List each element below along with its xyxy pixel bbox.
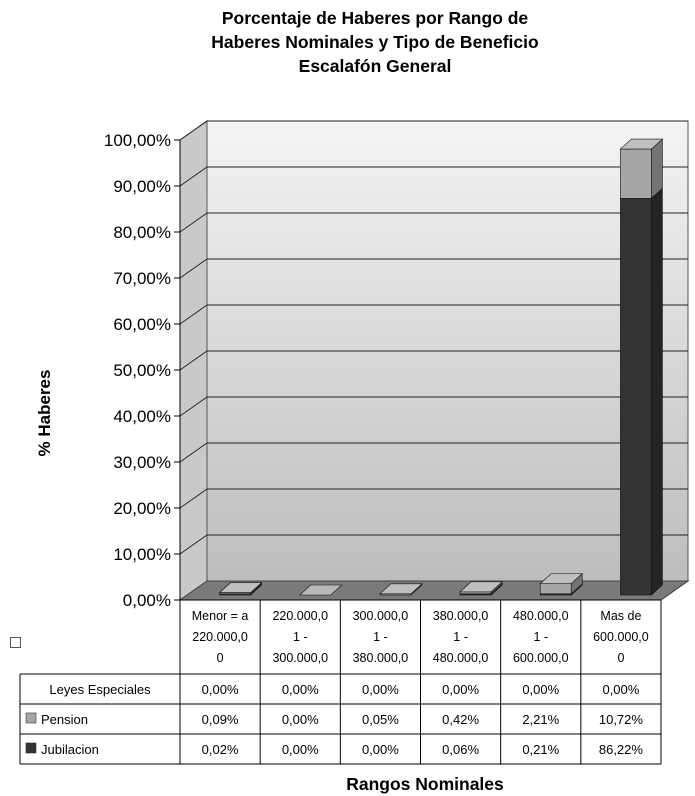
data-label: 0,09%: [202, 712, 239, 727]
gridline: [179, 166, 688, 187]
legend-key-pension-icon: [25, 712, 37, 724]
gridline: [179, 534, 688, 555]
gridline: [179, 442, 688, 463]
y-tick-label: 60,00%: [113, 315, 171, 334]
gridline: [179, 350, 688, 371]
data-label: 0,00%: [282, 742, 319, 757]
x-category-label: 480.000,0: [513, 609, 569, 623]
y-tick-label: 70,00%: [113, 269, 171, 288]
x-category-label: 600.000,0: [593, 630, 649, 644]
data-label: 0,00%: [362, 742, 399, 757]
x-category-label: 300.000,0: [272, 651, 328, 665]
y-tick-label: 90,00%: [113, 177, 171, 196]
legend-entry: Leyes Especiales: [49, 682, 151, 697]
chart-title-line-1: Porcentaje de Haberes por Rango de: [221, 8, 529, 28]
x-category-label: 1 -: [533, 630, 548, 644]
gridline: [179, 258, 688, 279]
x-category-label: 220.000,0: [192, 630, 248, 644]
bar-pension: [620, 148, 652, 199]
y-axis-label-wrap: % Haberes: [30, 370, 60, 457]
x-category-label: 0: [617, 651, 624, 665]
legend-key-leyes-especiales-icon: [10, 600, 235, 648]
x-category-label: 300.000,0: [353, 609, 409, 623]
gridline: [179, 120, 688, 141]
chart-title: Porcentaje de Haberes por Rango de Haber…: [110, 6, 640, 78]
y-tick-label: 100,00%: [104, 131, 171, 150]
legend-entry: Jubilacion: [41, 742, 99, 757]
x-category-label: Mas de: [600, 609, 641, 623]
x-category-label: 1 -: [453, 630, 468, 644]
data-label: 0,42%: [442, 712, 479, 727]
y-axis-label: % Haberes: [35, 369, 54, 457]
data-label: 0,02%: [202, 742, 239, 757]
data-label: 0,21%: [522, 742, 559, 757]
data-label: 0,00%: [442, 682, 479, 697]
bar-top: [619, 138, 664, 150]
data-label: 0,05%: [362, 712, 399, 727]
gridline: [179, 488, 688, 509]
x-category-label: 480.000,0: [433, 651, 489, 665]
x-axis-label: Rangos Nominales: [346, 774, 504, 794]
x-category-label: 380.000,0: [353, 651, 409, 665]
y-tick-label: 80,00%: [113, 223, 171, 242]
bar-top: [298, 584, 343, 596]
bar-jubilacion: [620, 198, 652, 596]
legend-key-jubilacion-icon: [25, 742, 37, 754]
bar-pension: [539, 583, 572, 595]
x-category-label: 220.000,0: [272, 609, 328, 623]
x-category-label: Menor = a: [192, 609, 249, 623]
data-label: 0,00%: [362, 682, 399, 697]
data-label: 0,06%: [442, 742, 479, 757]
gridline: [179, 212, 688, 233]
x-category-label: 1 -: [293, 630, 308, 644]
data-label: 86,22%: [599, 742, 644, 757]
y-tick-label: 0,00%: [123, 591, 171, 610]
x-category-label: 380.000,0: [433, 609, 489, 623]
bar-side: [651, 187, 663, 596]
x-category-label: 600.000,0: [513, 651, 569, 665]
y-tick-label: 30,00%: [113, 453, 171, 472]
data-label: 0,00%: [282, 712, 319, 727]
gridline: [179, 304, 688, 325]
data-label: 2,21%: [522, 712, 559, 727]
bar-top: [379, 583, 423, 595]
gridline: [179, 396, 688, 417]
y-tick-label: 50,00%: [113, 361, 171, 380]
x-category-label: 0: [217, 651, 224, 665]
table-border: [660, 580, 689, 601]
data-label: 0,00%: [202, 682, 239, 697]
bar-top: [218, 582, 263, 593]
legend-entry: Pension: [41, 712, 88, 727]
data-label: 0,00%: [282, 682, 319, 697]
bar-top: [459, 581, 503, 593]
data-label: 10,72%: [599, 712, 644, 727]
x-category-label: 1 -: [373, 630, 388, 644]
y-tick-label: 40,00%: [113, 407, 171, 426]
data-label: 0,00%: [522, 682, 559, 697]
chart-title-line-3: Escalafón General: [298, 56, 452, 76]
chart-title-line-2: Haberes Nominales y Tipo de Beneficio: [211, 32, 539, 52]
y-tick-label: 10,00%: [113, 545, 171, 564]
bar-top: [539, 573, 584, 584]
y-tick-label: 20,00%: [113, 499, 171, 518]
data-label: 0,00%: [602, 682, 639, 697]
